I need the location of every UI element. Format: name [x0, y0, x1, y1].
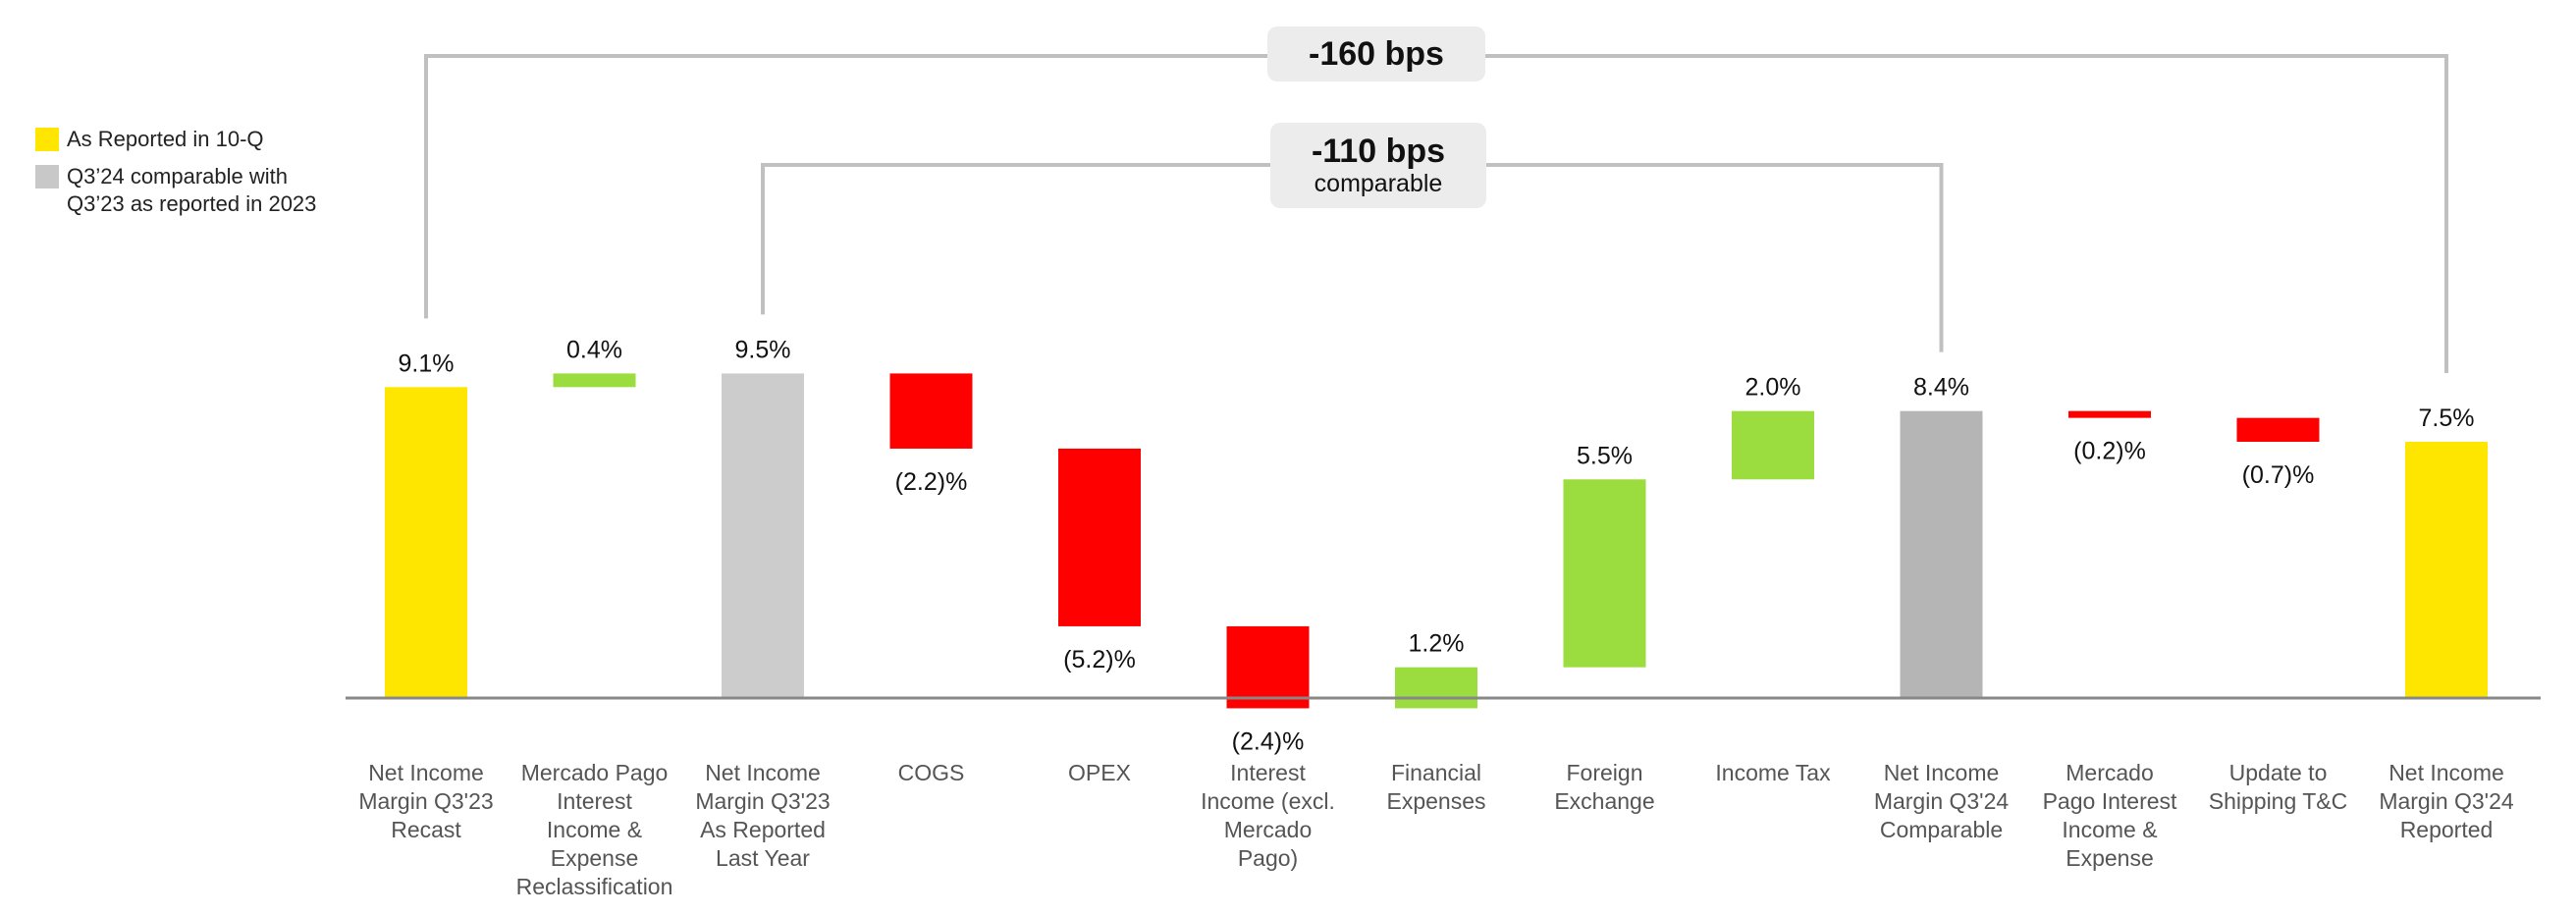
category-label-line: Expense: [2066, 845, 2154, 871]
bar-13: [2405, 442, 2488, 698]
category-label-5: OPEX: [1001, 759, 1198, 787]
callout-total-value: -160 bps: [1309, 35, 1444, 73]
category-label-line: Interest: [1230, 760, 1306, 785]
bar-3: [722, 373, 804, 698]
category-label-12: Update to Shipping T&C: [2180, 759, 2377, 816]
bar-2: [553, 373, 636, 388]
bar-10: [1900, 410, 1983, 698]
legend-swatch-gray: [35, 165, 59, 188]
data-label-6: (2.4)%: [1232, 727, 1305, 755]
category-label-line: Income &: [546, 817, 643, 842]
legend-item-comparable: Q3’24 comparable with Q3’23 as reported …: [35, 163, 322, 218]
category-label-7: Financial Expenses: [1338, 759, 1534, 816]
category-label-line: Last Year: [716, 845, 810, 871]
bar-4: [889, 373, 973, 449]
bar-12: [2236, 417, 2320, 442]
category-label-line: Interest: [557, 788, 632, 814]
bracket-total-change: [424, 54, 2448, 373]
category-label-8: Foreign Exchange: [1507, 759, 1703, 816]
category-label-10: Net Income Margin Q3'24 Comparable: [1844, 759, 2040, 844]
callout-comparable-sublabel: comparable: [1314, 170, 1443, 197]
category-label-line: Income (excl.: [1201, 788, 1335, 814]
category-label-line: Foreign: [1566, 760, 1643, 785]
category-label-line: Expenses: [1386, 788, 1486, 814]
bar-9: [1732, 410, 1814, 480]
category-label-line: Net Income: [1883, 760, 2000, 785]
category-label-line: Shipping T&C: [2208, 788, 2348, 814]
category-label-line: Net Income: [2388, 760, 2504, 785]
category-label-line: Margin Q3'24: [1873, 788, 2010, 814]
category-label-line: Mercado Pago: [520, 760, 669, 785]
category-label-line: COGS: [897, 760, 965, 785]
data-label-8: 5.5%: [1577, 442, 1633, 469]
category-label-line: Margin Q3'23: [695, 788, 831, 814]
data-label-7: 1.2%: [1409, 630, 1465, 658]
category-label-line: Margin Q3'24: [2379, 788, 2514, 814]
legend-label-comparable: Q3’24 comparable with Q3’23 as reported …: [67, 164, 317, 216]
data-label-11: (0.2)%: [2073, 438, 2146, 465]
category-label-line: Pago): [1237, 845, 1299, 871]
category-label-6: Interest Income (excl. Mercado Pago): [1170, 759, 1367, 873]
data-label-5: (5.2)%: [1063, 646, 1136, 673]
callout-total-change: -160 bps: [1267, 27, 1485, 81]
category-label-line: Margin Q3'23: [358, 788, 494, 814]
category-label-3: Net Income Margin Q3'23 As Reported Last Ye…: [665, 759, 861, 873]
category-label-line: Financial: [1390, 760, 1482, 785]
category-label-11: Mercado Pago Interest Income & Expense: [2012, 759, 2208, 873]
category-label-line: Income Tax: [1715, 760, 1831, 785]
data-label-2: 0.4%: [566, 336, 622, 363]
category-label-1: Net Income Margin Q3'23 Recast: [328, 759, 524, 844]
category-label-line: Mercado: [2066, 760, 2154, 785]
data-label-13: 7.5%: [2419, 404, 2475, 432]
category-label-line: As Reported: [700, 817, 826, 842]
callout-comparable-value: -110 bps: [1311, 133, 1446, 170]
category-label-line: Update to: [2228, 760, 2328, 785]
legend-label-reported: As Reported in 10-Q: [67, 127, 264, 151]
category-label-line: Reclassification: [515, 874, 673, 899]
category-label-line: Net Income: [368, 760, 484, 785]
bar-8: [1563, 479, 1646, 668]
legend-item-reported: As Reported in 10-Q: [35, 126, 322, 153]
category-label-line: Pago Interest: [2042, 788, 2177, 814]
category-label-line: Reported: [2399, 817, 2494, 842]
bar-7: [1395, 667, 1477, 709]
data-label-1: 9.1%: [399, 350, 455, 377]
category-label-2: Mercado Pago Interest Income & Expense Recla…: [497, 759, 693, 901]
bar-1: [385, 387, 467, 698]
legend: As Reported in 10-Q Q3’24 comparable wit…: [35, 126, 322, 228]
category-label-line: Net Income: [705, 760, 821, 785]
data-label-4: (2.2)%: [895, 468, 968, 496]
category-label-line: Comparable: [1879, 817, 2004, 842]
legend-swatch-yellow: [35, 128, 59, 151]
category-label-line: Mercado: [1223, 817, 1313, 842]
category-label-9: Income Tax: [1675, 759, 1871, 787]
data-label-3: 9.5%: [735, 336, 791, 363]
bar-6: [1226, 625, 1310, 709]
callout-comparable-change: -110 bps comparable: [1270, 123, 1486, 208]
data-label-9: 2.0%: [1745, 374, 1801, 402]
data-label-12: (0.7)%: [2242, 461, 2315, 489]
category-label-line: Expense: [550, 845, 639, 871]
bar-5: [1058, 448, 1141, 626]
category-label-13: Net Income Margin Q3'24 Reported: [2348, 759, 2545, 844]
bar-11: [2068, 410, 2151, 418]
category-label-line: Exchange: [1554, 788, 1655, 814]
category-label-line: Income &: [2062, 817, 2158, 842]
category-label-line: Recast: [391, 817, 461, 842]
data-label-10: 8.4%: [1913, 374, 1969, 402]
category-label-line: OPEX: [1068, 760, 1131, 785]
category-label-4: COGS: [833, 759, 1030, 787]
